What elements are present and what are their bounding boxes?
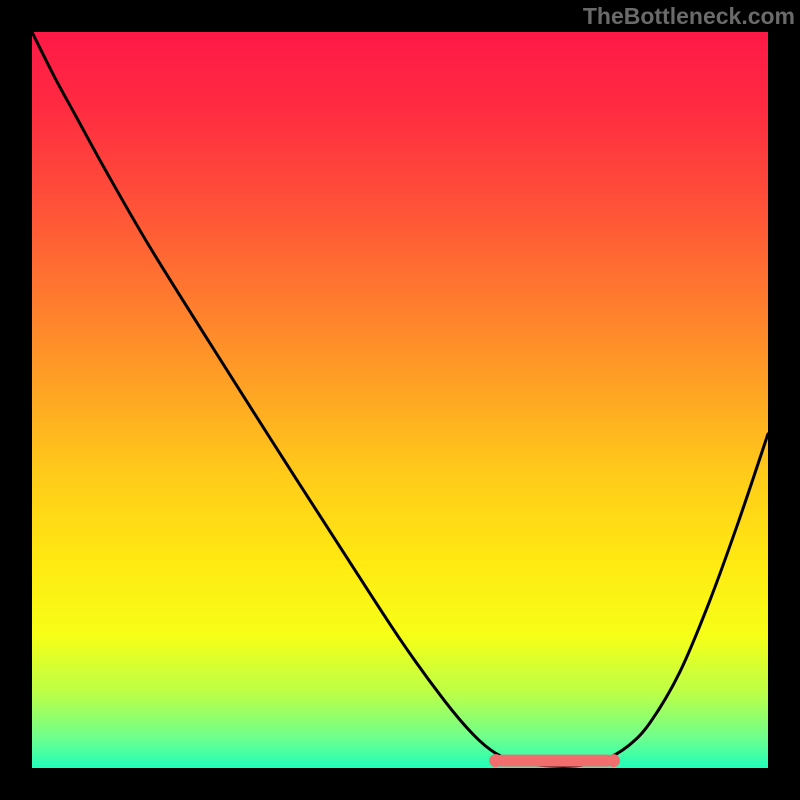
heatmap-gradient-background [32,32,768,768]
bottleneck-chart: TheBottleneck.com [0,0,800,800]
watermark-text: TheBottleneck.com [583,3,795,30]
